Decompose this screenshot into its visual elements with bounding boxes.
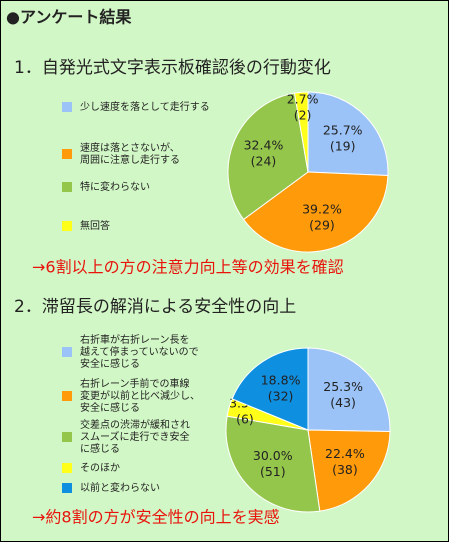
count-label: (32)	[268, 389, 294, 404]
legend-label: 少し速度を落として走行する	[80, 100, 210, 113]
count-label: (24)	[251, 154, 277, 169]
count-label: (19)	[330, 138, 356, 153]
chart-title: 1．自発光式文字表示板確認後の行動変化	[14, 58, 331, 78]
legend-label: 以前と変わらない	[80, 481, 160, 494]
legend-label: 右折車が右折レーン長を越えて停まっていないので安全に感じる	[80, 333, 199, 370]
legend-label: 特に変わらない	[80, 180, 150, 193]
legend-swatch	[62, 182, 72, 192]
chart-title: 2．滞留長の解消による安全性の向上	[14, 297, 296, 317]
pie-slice	[307, 429, 391, 512]
legend-swatch	[62, 483, 72, 493]
value-label: 25.7%	[323, 122, 363, 137]
legend-swatch	[62, 221, 72, 231]
legend-swatch	[62, 102, 72, 112]
count-label: (29)	[309, 217, 335, 232]
annotation: →約8割の方が安全性の向上を実感	[32, 508, 280, 527]
header-title: ●アンケート結果	[6, 8, 131, 27]
legend-label: 交差点の渋滞が緩和されスムーズに走行でき安全に感じる	[80, 418, 190, 455]
count-label: (2)	[294, 108, 312, 123]
pie-slice	[227, 92, 309, 221]
pie-slice	[225, 415, 321, 513]
legend-swatch	[62, 432, 72, 442]
value-label: 39.2%	[302, 201, 342, 216]
count-label: (38)	[332, 462, 358, 477]
pie-slice	[293, 91, 309, 173]
legend-swatch	[62, 347, 72, 357]
annotation: →6割以上の方の注意力向上等の効果を確認	[32, 258, 344, 277]
legend-label: そのほか	[80, 462, 120, 474]
value-label: 30.0%	[253, 448, 293, 463]
value-label: 2.7%	[287, 92, 319, 107]
value-label: 18.8%	[261, 373, 301, 388]
pie-slice	[307, 91, 389, 177]
value-label: 22.4%	[325, 446, 365, 461]
legend-label: 速度は落とさないが、周囲に注意し走行する	[80, 141, 180, 166]
legend-swatch	[62, 391, 72, 401]
legend-label: 無回答	[80, 219, 110, 232]
legend-label: 右折レーン手前での車線変更が以前と比べ減少し、安全に感じる	[80, 377, 200, 414]
pie-slice	[307, 347, 391, 433]
pie-slice	[231, 347, 309, 431]
legend-swatch	[62, 149, 72, 159]
pie-slice	[242, 171, 389, 253]
count-label: (6)	[236, 411, 254, 426]
legend-swatch	[62, 463, 72, 473]
value-label: 32.4%	[244, 138, 284, 153]
value-label: 25.3%	[323, 379, 363, 394]
count-label: (51)	[260, 464, 286, 479]
count-label: (43)	[330, 395, 356, 410]
